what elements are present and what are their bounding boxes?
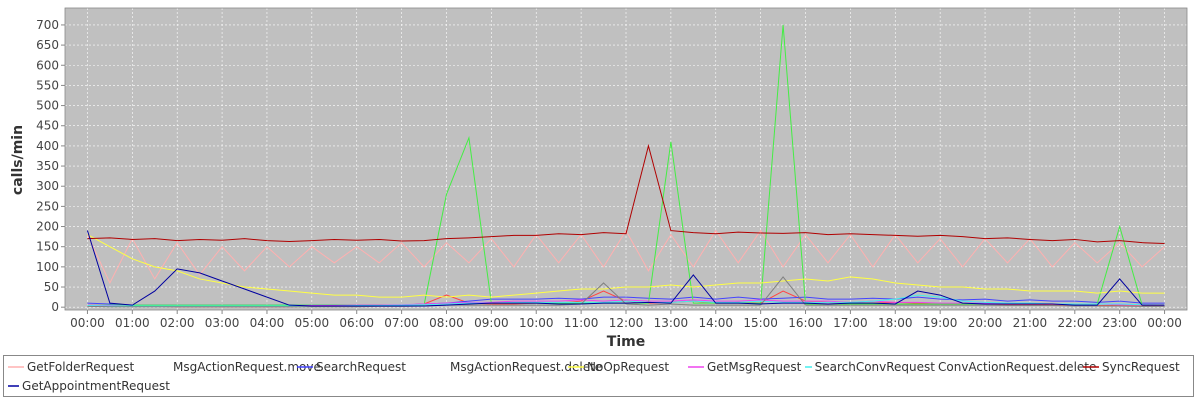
y-tick-label: 200: [36, 220, 59, 234]
legend-label: SearchRequest: [316, 359, 406, 374]
x-tick-label: 09:00: [474, 316, 509, 330]
legend-swatch: [297, 365, 313, 368]
legend-item: NoOpRequest: [568, 357, 688, 376]
legend-item: SearchConvRequest: [805, 357, 935, 376]
y-tick-label: 400: [36, 139, 59, 153]
x-tick-label: 14:00: [698, 316, 733, 330]
x-tick-label: 15:00: [743, 316, 778, 330]
x-tick-label: 19:00: [923, 316, 958, 330]
x-tick-label: 04:00: [250, 316, 285, 330]
x-tick-label: 12:00: [609, 316, 644, 330]
y-tick-label: 150: [36, 240, 59, 254]
y-tick-label: 450: [36, 119, 59, 133]
legend-label: MsgActionRequest.move: [173, 359, 321, 374]
legend-label: GetAppointmentRequest: [22, 378, 170, 393]
x-tick-label: 13:00: [654, 316, 689, 330]
x-tick-label: 20:00: [968, 316, 1003, 330]
legend-item: MsgActionRequest.delete: [447, 357, 602, 376]
x-tick-label: 06:00: [339, 316, 374, 330]
series-line: [87, 234, 1165, 298]
y-tick-label: 500: [36, 99, 59, 113]
x-axis-label: Time: [607, 334, 645, 350]
legend-label: NoOpRequest: [587, 359, 670, 374]
y-tick-label: 600: [36, 58, 59, 72]
y-tick-label: 350: [36, 159, 59, 173]
legend-label: GetMsgRequest: [707, 359, 802, 374]
legend-swatch: [568, 365, 584, 368]
chart: Time calls/min 0 50 100 150 200 250 300 350 400 4…: [10, 7, 1188, 350]
x-tick-label: 01:00: [115, 316, 150, 330]
plot-background: [65, 8, 1187, 310]
plot-border: [64, 7, 1188, 311]
series-line: [87, 276, 1165, 308]
series-line: [87, 143, 1165, 244]
legend-item: GetAppointmentRequest: [8, 376, 170, 395]
y-tick-label: 700: [36, 18, 59, 32]
legend-item: GetMsgRequest: [688, 357, 805, 376]
x-tick-label: 07:00: [384, 316, 419, 330]
legend-label: SearchConvRequest: [814, 359, 935, 374]
legend-swatch: [1083, 365, 1099, 368]
legend-item: SearchRequest: [297, 357, 447, 376]
x-tick-label: 21:00: [1013, 316, 1048, 330]
y-tick-label: 50: [44, 280, 59, 294]
x-tick-label: 00:00: [1147, 316, 1182, 330]
y-tick-label: 250: [36, 199, 59, 213]
x-tick-label: 08:00: [429, 316, 464, 330]
legend: GetFolderRequest MsgActionRequest.move Sea…: [3, 355, 1194, 397]
y-tick-label: 0: [51, 300, 59, 314]
legend-item: SyncRequest: [1083, 357, 1193, 376]
series-line: [87, 294, 1165, 307]
x-tick-label: 22:00: [1058, 316, 1093, 330]
legend-item: GetFolderRequest: [8, 357, 170, 376]
x-tick-label: 11:00: [564, 316, 599, 330]
legend-label: GetFolderRequest: [27, 359, 135, 374]
x-tick-label: 18:00: [878, 316, 913, 330]
legend-swatch: [8, 384, 20, 387]
x-tick-label: 23:00: [1102, 316, 1137, 330]
x-tick-label: 05:00: [295, 316, 330, 330]
y-tick-label: 550: [36, 78, 59, 92]
y-axis-label: calls/min: [10, 125, 26, 195]
legend-item: ConvActionRequest.delete: [935, 357, 1096, 376]
y-tick-label: 300: [36, 179, 59, 193]
x-tick-label: 10:00: [519, 316, 554, 330]
x-tick-label: 03:00: [205, 316, 240, 330]
legend-swatch: [8, 365, 24, 368]
legend-item: MsgActionRequest.move: [170, 357, 321, 376]
legend-label: SyncRequest: [1102, 359, 1180, 374]
legend-swatch: [805, 365, 812, 368]
legend-label: ConvActionRequest.delete: [938, 359, 1097, 374]
y-tick-label: 650: [36, 38, 59, 52]
series-line: [86, 230, 1165, 307]
legend-label: MsgActionRequest.delete: [450, 359, 603, 374]
x-tick-label: 00:00: [70, 316, 105, 330]
legend-swatch: [688, 365, 704, 368]
y-tick-label: 100: [36, 260, 59, 274]
x-tick-label: 17:00: [833, 316, 868, 330]
x-tick-label: 16:00: [788, 316, 823, 330]
x-tick-label: 02:00: [160, 316, 195, 330]
